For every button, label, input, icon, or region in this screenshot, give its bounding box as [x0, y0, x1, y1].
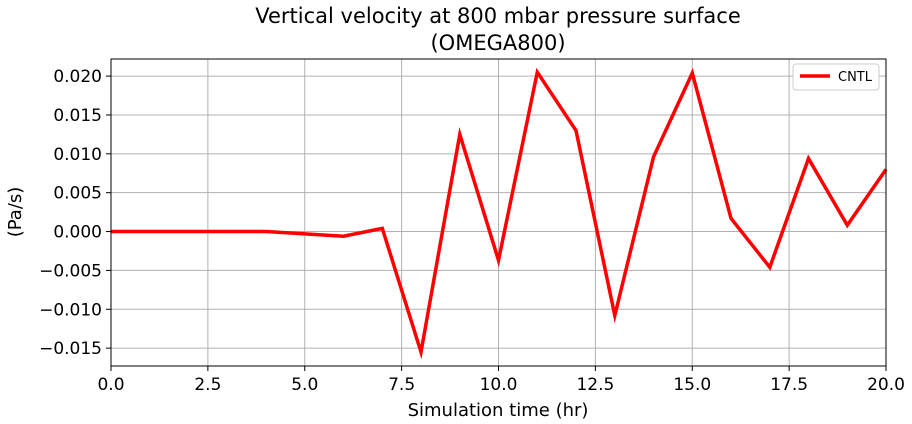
x-tick-label: 20.0 — [867, 375, 905, 395]
x-axis: 0.0 2.5 5.0 7.5 10.0 12.5 15.0 17.5 20.0 — [97, 366, 905, 395]
y-tick-label: 0.020 — [53, 67, 102, 87]
y-tick-label: 0.015 — [53, 106, 102, 126]
plot-area — [111, 67, 888, 360]
legend-box — [792, 63, 880, 91]
y-tick-label: 0.000 — [53, 223, 102, 243]
x-tick-label: 15.0 — [673, 375, 711, 395]
series-line-cntl — [111, 67, 888, 360]
legend-label-cntl: CNTL — [838, 70, 873, 85]
x-tick-label: 7.5 — [388, 375, 415, 395]
y-tick-label: 0.005 — [53, 184, 102, 204]
grid — [110, 59, 887, 366]
x-axis-label: Simulation time (hr) — [408, 400, 589, 421]
y-tick-label: 0.010 — [53, 145, 102, 165]
y-axis-label: (Pa/s) — [5, 187, 26, 238]
y-axis: −0.015 −0.010 −0.005 0.000 0.005 0.010 0.015 0.… — [39, 67, 111, 359]
x-tick-label: 5.0 — [291, 375, 318, 395]
x-tick-label: 17.5 — [770, 375, 808, 395]
y-tick-label: −0.015 — [39, 339, 102, 359]
x-tick-label: 0.0 — [97, 375, 124, 395]
chart-title-line2: (OMEGA800) — [430, 31, 565, 55]
y-tick-label: −0.005 — [39, 261, 102, 281]
y-tick-label: −0.010 — [39, 300, 102, 320]
x-tick-label: 2.5 — [194, 375, 221, 395]
legend: CNTL — [792, 63, 880, 91]
chart-title-line1: Vertical velocity at 800 mbar pressure s… — [255, 4, 741, 28]
x-tick-label: 10.0 — [480, 375, 518, 395]
x-tick-label: 12.5 — [576, 375, 614, 395]
